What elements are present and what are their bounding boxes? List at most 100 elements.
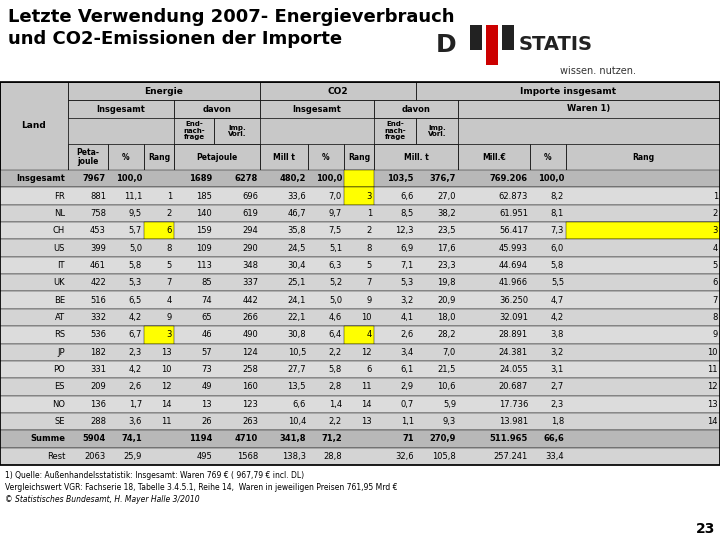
Bar bbox=[344, 144, 374, 170]
Text: 3,8: 3,8 bbox=[551, 330, 564, 339]
Text: 5,3: 5,3 bbox=[129, 278, 142, 287]
Text: 24.381: 24.381 bbox=[499, 348, 528, 357]
Text: 20.687: 20.687 bbox=[499, 382, 528, 392]
Text: Rest: Rest bbox=[47, 452, 65, 461]
Text: 32,6: 32,6 bbox=[395, 452, 414, 461]
Text: 2,2: 2,2 bbox=[329, 417, 342, 426]
Text: 17.736: 17.736 bbox=[499, 400, 528, 409]
Text: 182: 182 bbox=[90, 348, 106, 357]
Text: 30,8: 30,8 bbox=[287, 330, 306, 339]
Text: © Statistisches Bundesamt, H. Mayer Halle 3/2010: © Statistisches Bundesamt, H. Mayer Hall… bbox=[5, 495, 199, 504]
Text: 20,9: 20,9 bbox=[438, 295, 456, 305]
Text: 35,8: 35,8 bbox=[287, 226, 306, 235]
Text: 46,7: 46,7 bbox=[287, 209, 306, 218]
Text: 6: 6 bbox=[366, 365, 372, 374]
Bar bbox=[416, 144, 458, 170]
Text: IT: IT bbox=[58, 261, 65, 270]
Text: 516: 516 bbox=[90, 295, 106, 305]
Text: Importe insgesamt: Importe insgesamt bbox=[520, 86, 616, 96]
Text: Waren 1): Waren 1) bbox=[567, 105, 611, 113]
Text: 480,2: 480,2 bbox=[279, 174, 306, 183]
Text: 1,1: 1,1 bbox=[401, 417, 414, 426]
Text: 1194: 1194 bbox=[189, 435, 212, 443]
Bar bbox=[0, 82, 68, 170]
Text: Summe: Summe bbox=[30, 435, 65, 443]
Text: 1) Quelle: Außenhandelsstatistik: Insgesamt: Waren 769 € ( 967,79 € incl. DL): 1) Quelle: Außenhandelsstatistik: Insges… bbox=[5, 471, 304, 480]
Text: 495: 495 bbox=[197, 452, 212, 461]
Text: 4: 4 bbox=[713, 244, 718, 253]
Text: 18,0: 18,0 bbox=[438, 313, 456, 322]
Text: 12: 12 bbox=[361, 348, 372, 357]
Text: 4,2: 4,2 bbox=[129, 365, 142, 374]
Text: 13: 13 bbox=[707, 400, 718, 409]
Text: 3,4: 3,4 bbox=[401, 348, 414, 357]
Text: 696: 696 bbox=[242, 192, 258, 200]
Text: 100,0: 100,0 bbox=[538, 174, 564, 183]
Text: 6278: 6278 bbox=[235, 174, 258, 183]
Bar bbox=[308, 144, 344, 170]
Text: SE: SE bbox=[55, 417, 65, 426]
Text: 8: 8 bbox=[166, 244, 172, 253]
Text: 5,8: 5,8 bbox=[551, 261, 564, 270]
Text: 332: 332 bbox=[90, 313, 106, 322]
Text: 8: 8 bbox=[713, 313, 718, 322]
Text: 7: 7 bbox=[166, 278, 172, 287]
Bar bbox=[374, 144, 458, 170]
Text: 185: 185 bbox=[196, 192, 212, 200]
Bar bbox=[0, 396, 720, 413]
Bar bbox=[214, 144, 260, 170]
Text: Peta-
joule: Peta- joule bbox=[76, 147, 99, 166]
Text: 337: 337 bbox=[242, 278, 258, 287]
Text: 5: 5 bbox=[366, 261, 372, 270]
Text: 62.873: 62.873 bbox=[499, 192, 528, 200]
Text: 7,0: 7,0 bbox=[329, 192, 342, 200]
Text: 619: 619 bbox=[242, 209, 258, 218]
Text: 65: 65 bbox=[202, 313, 212, 322]
Text: 74: 74 bbox=[202, 295, 212, 305]
Text: 9,5: 9,5 bbox=[129, 209, 142, 218]
Text: 66,6: 66,6 bbox=[543, 435, 564, 443]
Bar bbox=[374, 100, 458, 118]
Text: Mill.€: Mill.€ bbox=[482, 152, 506, 161]
Text: Rang: Rang bbox=[348, 152, 370, 161]
Bar bbox=[0, 361, 720, 378]
Text: 45.993: 45.993 bbox=[499, 244, 528, 253]
Bar bbox=[144, 222, 174, 239]
Text: 8: 8 bbox=[366, 244, 372, 253]
Text: 61.951: 61.951 bbox=[499, 209, 528, 218]
Text: 2,8: 2,8 bbox=[329, 382, 342, 392]
Bar bbox=[214, 118, 260, 144]
Text: 12: 12 bbox=[708, 382, 718, 392]
Text: 341,8: 341,8 bbox=[279, 435, 306, 443]
Text: AT: AT bbox=[55, 313, 65, 322]
Text: 10: 10 bbox=[708, 348, 718, 357]
Text: 4: 4 bbox=[366, 330, 372, 339]
Text: 1568: 1568 bbox=[237, 452, 258, 461]
Text: 13: 13 bbox=[161, 348, 172, 357]
Text: 5,1: 5,1 bbox=[329, 244, 342, 253]
Text: 100,0: 100,0 bbox=[116, 174, 142, 183]
Text: Rang: Rang bbox=[632, 152, 654, 161]
Text: 103,5: 103,5 bbox=[387, 174, 414, 183]
Text: 22,1: 22,1 bbox=[287, 313, 306, 322]
Text: 3,2: 3,2 bbox=[551, 348, 564, 357]
Text: 2,2: 2,2 bbox=[329, 348, 342, 357]
Text: 1: 1 bbox=[167, 192, 172, 200]
Bar bbox=[0, 222, 720, 239]
Text: 8,2: 8,2 bbox=[551, 192, 564, 200]
Text: 113: 113 bbox=[196, 261, 212, 270]
Bar bbox=[108, 144, 144, 170]
Bar bbox=[344, 326, 374, 343]
Bar bbox=[260, 82, 416, 100]
Bar bbox=[374, 118, 416, 144]
Text: 461: 461 bbox=[90, 261, 106, 270]
Text: 28.891: 28.891 bbox=[499, 330, 528, 339]
Text: %: % bbox=[122, 152, 130, 161]
Text: 288: 288 bbox=[90, 417, 106, 426]
Text: 11: 11 bbox=[161, 417, 172, 426]
Text: 7: 7 bbox=[366, 278, 372, 287]
Text: 3,2: 3,2 bbox=[401, 295, 414, 305]
Text: 331: 331 bbox=[90, 365, 106, 374]
Text: 1,4: 1,4 bbox=[329, 400, 342, 409]
Text: 258: 258 bbox=[242, 365, 258, 374]
